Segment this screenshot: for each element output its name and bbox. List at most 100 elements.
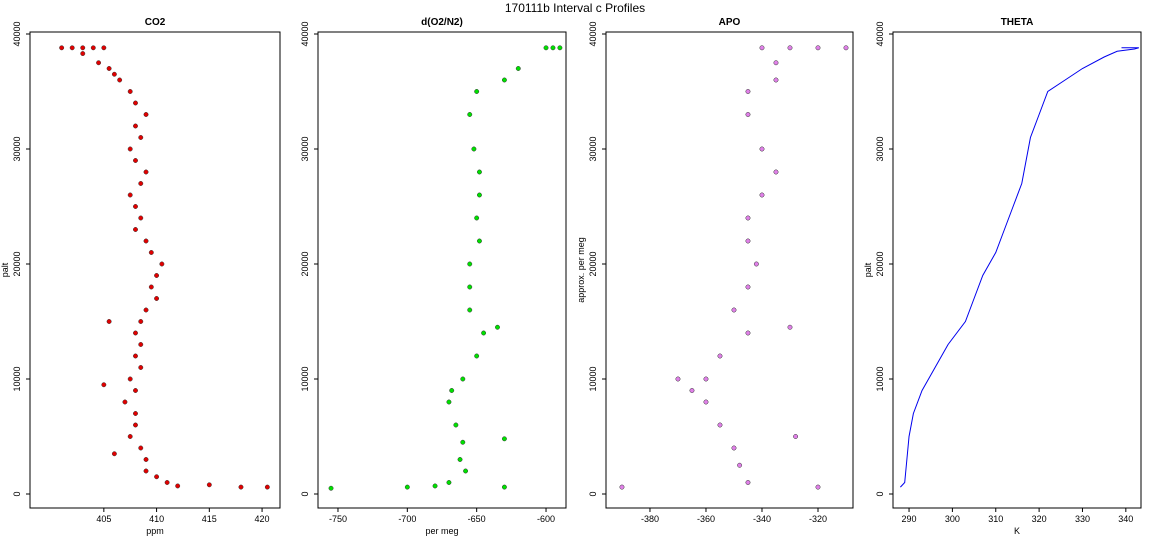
x-tick-label: 420 [255,514,270,524]
y-tick-label: 40000 [300,21,310,46]
data-point [495,324,500,330]
data-point [843,45,849,51]
data-point [501,436,507,442]
data-point [143,169,149,175]
data-point [133,388,138,393]
y-tick-label: 20000 [588,251,598,276]
data-point [133,123,138,129]
data-point [175,483,181,489]
data-point [328,485,334,491]
data-point [501,77,507,83]
data-point [117,77,123,83]
x-tick-label: -340 [753,514,771,524]
data-point [467,261,473,267]
panel-title: THETA [1001,17,1034,28]
data-point [143,457,149,462]
data-point [467,112,473,117]
x-tick-label: -600 [537,514,555,524]
data-point [474,89,480,94]
x-axis-label: K [1014,526,1020,536]
x-tick-label: 415 [202,514,217,524]
data-point [127,376,133,382]
data-point [432,483,438,489]
data-point [773,169,779,175]
data-point [689,388,695,393]
data-point [264,484,270,490]
data-point [96,60,102,66]
data-point [759,192,765,198]
data-point [773,77,779,83]
data-point [815,484,821,490]
data-point [703,376,709,382]
data-point [463,468,469,474]
data-point [148,250,154,255]
data-point [745,284,751,290]
data-point [793,434,799,439]
data-point [111,71,117,77]
page-title: 170111b Interval c Profiles [505,1,645,15]
data-point [133,411,138,416]
data-point [731,307,737,313]
data-point [138,135,144,140]
data-point [481,330,487,336]
data-point [773,60,779,66]
x-tick-label: 340 [1118,514,1133,524]
y-tick-label: 10000 [300,366,310,391]
data-point [515,66,521,71]
data-point [133,100,138,106]
data-point [675,376,681,382]
x-tick-label: 310 [988,514,1003,524]
panel-title: CO2 [145,17,166,28]
y-tick-label: 0 [12,491,22,496]
data-point [476,238,482,244]
data-point [787,45,793,51]
x-tick-label: -380 [641,514,659,524]
y-tick-label: 30000 [300,136,310,161]
y-tick-label: 30000 [875,136,885,161]
y-axis-label: palt [0,262,10,277]
data-point [127,89,133,94]
data-point [717,353,723,359]
data-point [164,480,170,485]
data-point [154,296,160,301]
data-point [133,204,138,209]
profile-line [900,47,1139,488]
data-point [476,169,482,175]
data-point [206,482,212,488]
data-point [745,89,751,94]
data-point [753,261,759,267]
data-point [460,376,466,382]
data-point [122,399,128,405]
data-point [101,382,107,388]
data-point [501,484,507,490]
data-point [453,422,459,428]
data-point [557,45,563,51]
data-point [787,324,793,330]
x-tick-label: 290 [902,514,917,524]
y-tick-label: 20000 [300,251,310,276]
data-point [154,273,160,278]
data-point [238,484,244,490]
data-point [467,307,473,313]
data-point [143,112,149,117]
y-tick-label: 0 [300,491,310,496]
data-point [101,45,107,51]
data-point [138,445,144,451]
y-tick-label: 0 [588,491,598,496]
data-point [745,215,751,221]
y-tick-label: 40000 [588,21,598,46]
y-tick-label: 30000 [12,136,22,161]
plot-frame [317,31,567,509]
data-point [127,192,133,198]
data-point [446,399,452,405]
data-point [737,462,743,468]
data-point [815,45,821,51]
data-point [154,474,160,480]
plot-frame [605,31,854,509]
panel-title: APO [719,17,741,28]
data-point [471,146,477,152]
data-point [476,192,482,198]
x-tick-label: -360 [697,514,715,524]
x-axis-label: per meg [425,526,458,536]
